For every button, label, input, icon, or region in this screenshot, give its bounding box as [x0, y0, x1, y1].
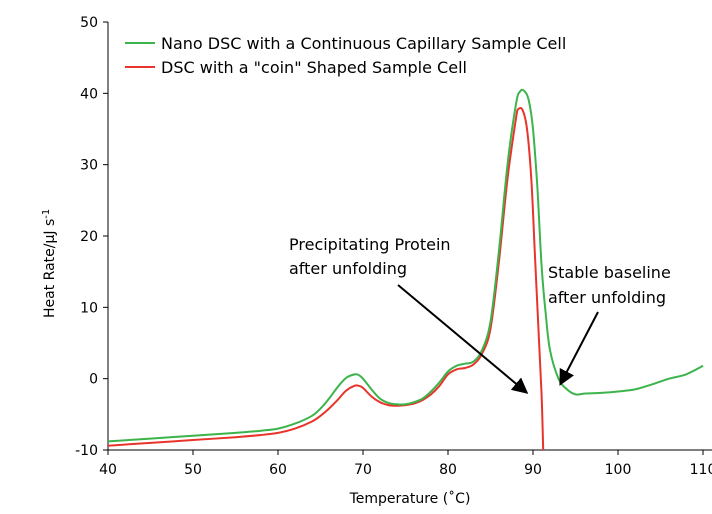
- legend: Nano DSC with a Continuous Capillary Sam…: [125, 34, 566, 77]
- annotation-precipitating-line1: Precipitating Protein: [289, 235, 451, 254]
- x-tick-label: 90: [524, 462, 542, 478]
- annotation-stable-baseline: Stable baseline after unfolding: [548, 263, 671, 386]
- x-tick-label: 60: [269, 462, 287, 478]
- y-axis-title-main: Heat Rate/µJ s: [42, 219, 58, 318]
- annotation-stable-line1: Stable baseline: [548, 263, 671, 282]
- annotation-stable-arrow: [559, 311, 599, 386]
- legend-label-nano-dsc: Nano DSC with a Continuous Capillary Sam…: [161, 34, 566, 53]
- x-tick-label: 100: [605, 462, 632, 478]
- annotation-stable-line2: after unfolding: [548, 288, 666, 307]
- y-axis-title: Heat Rate/µJ s-1: [41, 209, 58, 318]
- annotation-precipitating: Precipitating Protein after unfolding: [289, 235, 529, 394]
- y-axis-title-superscript: -1: [41, 209, 52, 219]
- series-layer: [107, 88, 704, 451]
- y-tick-label: 10: [80, 300, 98, 316]
- y-tick-label: 30: [80, 158, 98, 174]
- y-tick-label: 0: [89, 372, 98, 388]
- x-tick-label: 40: [99, 462, 117, 478]
- x-tick-label: 50: [184, 462, 202, 478]
- series-line-nano-dsc: [107, 88, 704, 443]
- x-tick-label: 110: [690, 462, 712, 478]
- y-tick-label: -10: [75, 443, 98, 459]
- x-ticks: 40 50 60 70 80 90 100 110: [99, 450, 712, 478]
- y-tick-label: 50: [80, 15, 98, 31]
- y-tick-label: 40: [80, 86, 98, 102]
- x-tick-label: 80: [439, 462, 457, 478]
- legend-label-coin-dsc: DSC with a "coin" Shaped Sample Cell: [161, 58, 467, 77]
- annotation-precipitating-line2: after unfolding: [289, 259, 407, 278]
- y-ticks: 50 40 30 20 10 0 -10: [75, 15, 108, 459]
- x-tick-label: 70: [354, 462, 372, 478]
- x-axis-title: Temperature (˚C): [349, 490, 471, 507]
- series-line-coin-dsc: [107, 106, 545, 451]
- y-tick-label: 20: [80, 229, 98, 245]
- annotation-precipitating-arrow: [397, 284, 529, 394]
